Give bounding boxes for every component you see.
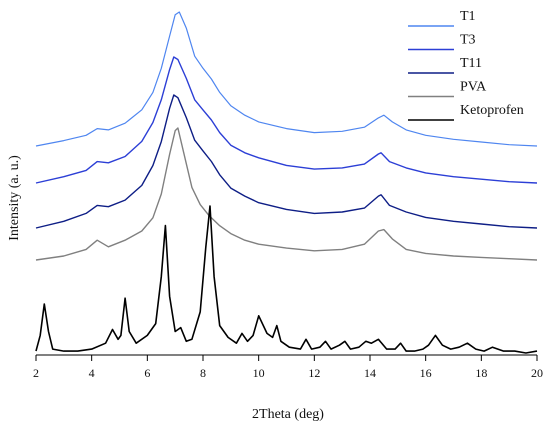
legend-label-t3: T3 [460, 33, 476, 48]
y-axis-label: Intensity (a. u.) [7, 155, 22, 241]
x-tick-label: 4 [89, 366, 95, 380]
series-line-t11 [35, 94, 538, 229]
legend-label-ketoprofen: Ketoprofen [460, 103, 524, 118]
legend: T1 T3 T11 PVA Ketoprofen [408, 9, 524, 121]
x-tick-label: 2 [33, 366, 39, 380]
series-line-t3 [35, 56, 538, 184]
series-line-t1 [35, 11, 538, 147]
x-tick-label: 6 [144, 366, 150, 380]
series-layer [35, 11, 538, 354]
x-ticks: 2 4 6 8 10 12 14 16 18 20 [33, 355, 543, 380]
legend-label-t1: T1 [460, 9, 476, 24]
x-tick-label: 20 [531, 366, 543, 380]
x-tick-label: 16 [420, 366, 432, 380]
series-line-ketoprofen [35, 205, 538, 354]
x-tick-label: 12 [308, 366, 320, 380]
legend-label-pva: PVA [460, 80, 487, 95]
x-tick-label: 14 [364, 366, 376, 380]
x-tick-label: 8 [200, 366, 206, 380]
x-axis-label: 2Theta (deg) [252, 407, 324, 422]
series-line-pva [35, 127, 538, 261]
x-tick-label: 10 [253, 366, 265, 380]
x-axis: 2 4 6 8 10 12 14 16 18 20 [33, 354, 543, 380]
legend-label-t11: T11 [460, 56, 482, 71]
x-tick-label: 18 [475, 366, 487, 380]
